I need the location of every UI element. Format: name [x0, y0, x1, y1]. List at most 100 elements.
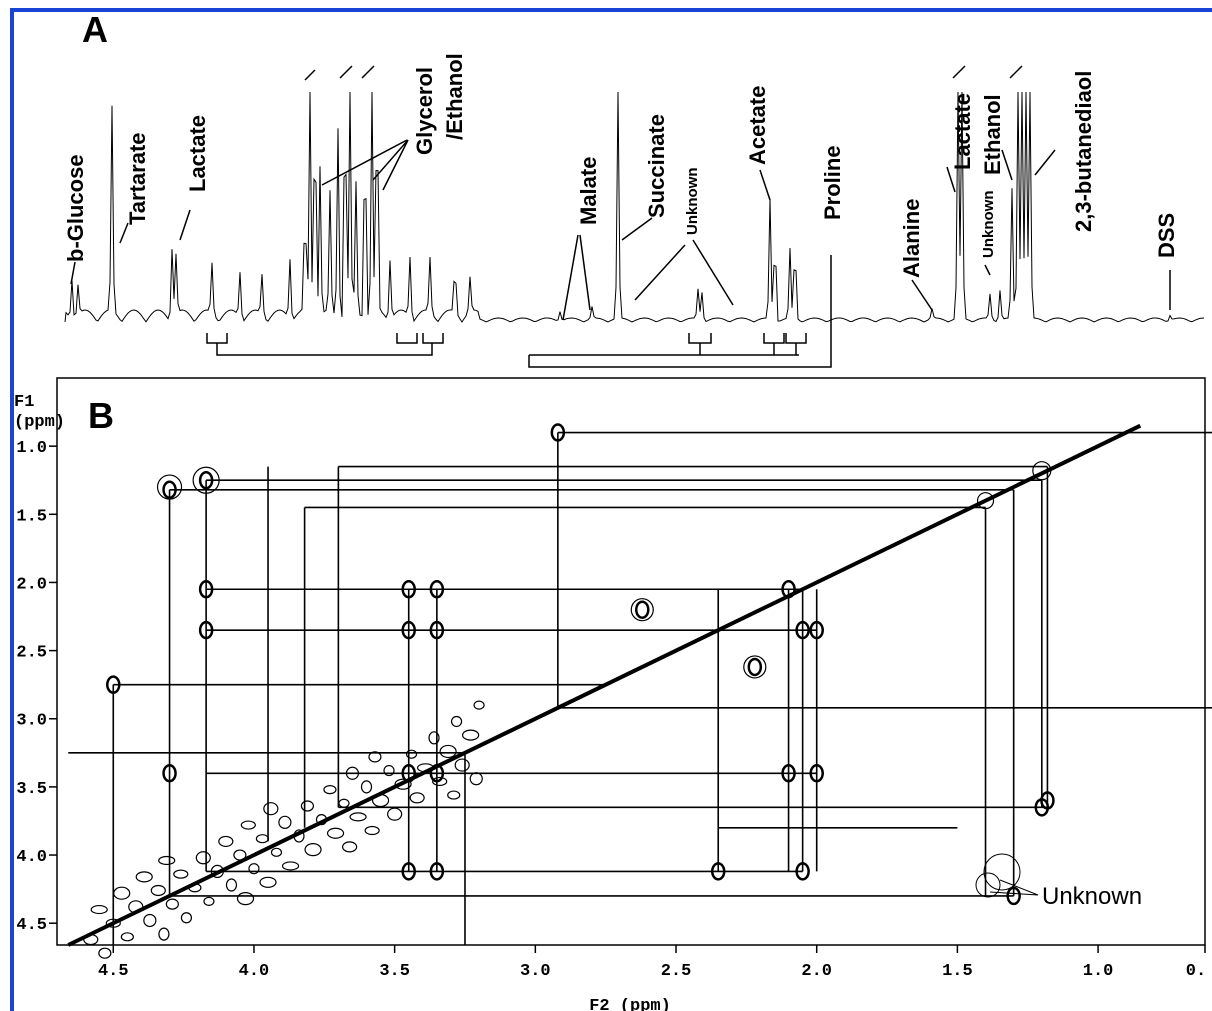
highlight-circle — [630, 598, 654, 622]
contour — [345, 766, 360, 780]
contour — [270, 847, 283, 857]
contour — [462, 729, 480, 741]
contour — [150, 884, 166, 897]
peak-label: Acetate — [745, 86, 770, 165]
contour — [240, 820, 256, 830]
contour — [710, 862, 726, 881]
contour — [233, 849, 247, 861]
peak-label: 2,3-butanediaol — [1071, 71, 1096, 232]
contour — [259, 876, 277, 888]
y-tick-label: 4.5 — [16, 916, 47, 935]
contour — [342, 841, 358, 853]
contour — [180, 912, 193, 924]
highlight-circle — [1032, 461, 1052, 481]
contour — [469, 772, 483, 786]
contour — [225, 878, 238, 892]
y-tick-label: 3.0 — [16, 712, 47, 731]
peak-label: Malate — [576, 157, 601, 225]
contour — [473, 700, 485, 710]
peak-label: b-Glucose — [63, 154, 88, 262]
contour — [635, 600, 650, 619]
contour — [135, 871, 153, 883]
contour — [454, 758, 470, 772]
contour — [281, 861, 300, 871]
x-axis-title: F2 (ppm) — [589, 997, 671, 1011]
y-tick-label: 4.0 — [16, 848, 47, 867]
contour — [781, 764, 796, 783]
x-tick-label: 1.5 — [942, 962, 973, 981]
peak-label: Unknown — [684, 168, 701, 236]
annotation-circle — [975, 872, 1001, 898]
contour — [315, 814, 328, 826]
spectrum — [64, 91, 1205, 323]
contour — [158, 855, 176, 866]
contour — [795, 620, 810, 640]
y-axis-title: (ppm) — [14, 413, 65, 432]
contour — [747, 657, 763, 677]
x-tick-label: 0. — [1186, 962, 1206, 981]
contour — [293, 829, 305, 843]
contour — [203, 896, 215, 906]
x-tick-label: 2.5 — [661, 962, 692, 981]
contour — [401, 862, 416, 881]
contour — [409, 792, 425, 804]
x-tick-label: 4.5 — [98, 962, 129, 981]
contour — [405, 749, 418, 759]
panel-label: A — [82, 9, 108, 50]
contour — [416, 763, 435, 773]
contour — [338, 798, 350, 808]
contour — [387, 807, 403, 821]
contour — [401, 620, 416, 640]
contour — [162, 480, 177, 500]
contour — [349, 812, 367, 822]
highlight-circle — [976, 492, 995, 510]
contour — [394, 778, 412, 790]
contour — [371, 793, 390, 808]
y-tick-label: 2.5 — [16, 644, 47, 663]
contour — [368, 751, 382, 763]
y-tick-label: 1.5 — [16, 507, 47, 526]
contour — [188, 883, 202, 893]
contour — [809, 764, 824, 783]
peak-label: Lactate — [950, 93, 975, 170]
x-tick-label: 1.0 — [1083, 962, 1114, 981]
peak-label: DSS — [1154, 213, 1179, 258]
contour — [113, 886, 131, 900]
contour — [428, 731, 440, 745]
x-tick-label: 4.0 — [239, 962, 270, 981]
contour — [173, 869, 189, 879]
panel-label: B — [88, 395, 114, 436]
peak-label: Unknown — [980, 191, 997, 259]
contour — [1006, 886, 1021, 906]
contour — [326, 827, 345, 839]
contour — [98, 947, 112, 959]
annotation: Unknown — [1042, 883, 1142, 910]
y-tick-label: 2.0 — [16, 575, 47, 594]
contour — [263, 802, 279, 816]
annotation-circle — [983, 853, 1021, 891]
plot-frame — [56, 377, 1206, 946]
contour — [360, 780, 373, 794]
peak-label: Lactate — [185, 115, 210, 192]
y-tick-label: 3.5 — [16, 780, 47, 799]
x-tick-label: 3.0 — [520, 962, 551, 981]
contour — [1040, 791, 1055, 810]
highlight-circle — [156, 474, 183, 500]
peak-label: Ethanol — [980, 94, 1005, 175]
contour — [323, 785, 337, 795]
peak-label: Tartarate — [125, 132, 150, 225]
y-tick-label: 1.0 — [16, 439, 47, 458]
contour — [383, 764, 395, 777]
contour — [304, 842, 322, 857]
peak-label: Glycerol — [412, 67, 437, 155]
contour — [198, 580, 214, 599]
x-tick-label: 2.0 — [801, 962, 832, 981]
contour — [83, 933, 99, 946]
cross-peaks — [67, 423, 1212, 959]
contour — [195, 851, 211, 865]
contour — [278, 815, 292, 829]
contour — [364, 825, 380, 836]
contour — [236, 892, 255, 906]
contour — [106, 675, 121, 694]
